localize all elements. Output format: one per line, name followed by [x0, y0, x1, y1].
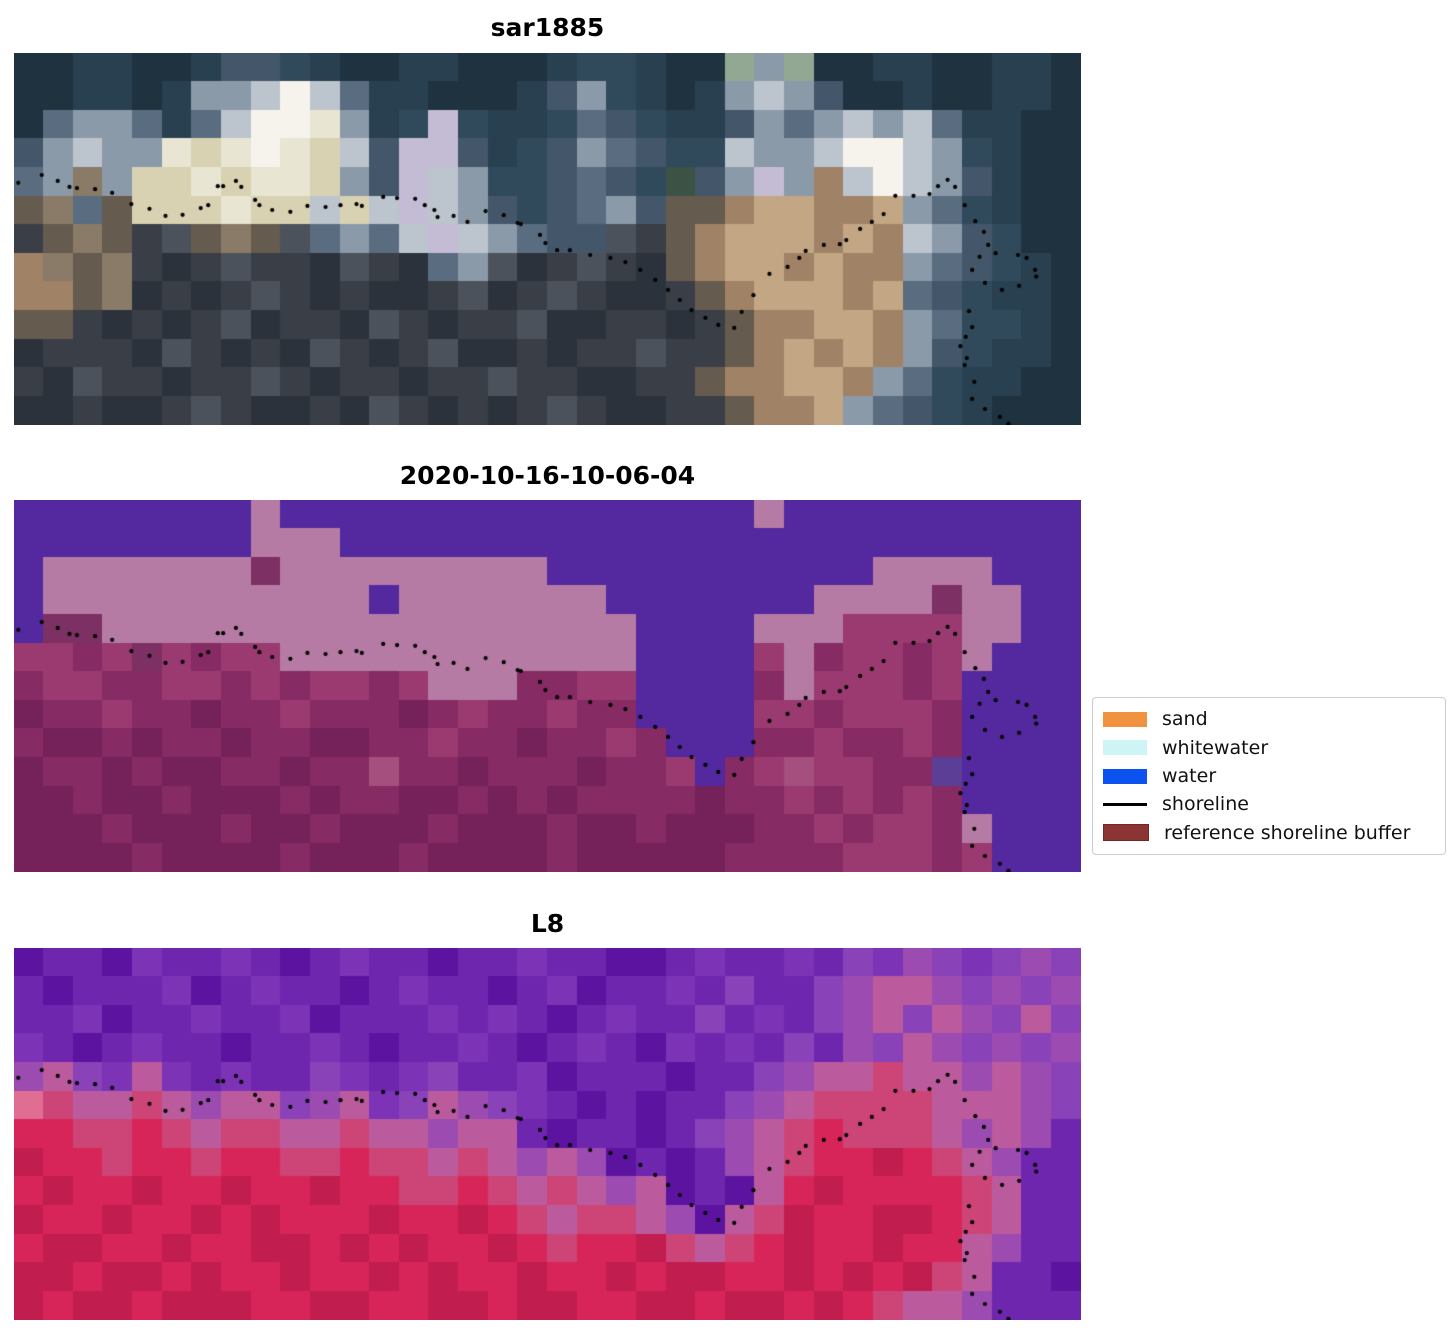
legend-item-reference-buffer: reference shoreline buffer [1103, 819, 1435, 847]
legend-item-whitewater: whitewater [1103, 733, 1435, 761]
sar1885-image-panel [14, 53, 1081, 425]
whitewater-swatch [1103, 740, 1147, 756]
legend-item-water: water [1103, 762, 1435, 790]
legend-item-shoreline: shoreline [1103, 790, 1435, 818]
reference-buffer-swatch [1103, 824, 1149, 842]
legend-label: whitewater [1162, 736, 1269, 759]
legend-label: reference shoreline buffer [1164, 821, 1411, 844]
legend-label: sand [1162, 708, 1208, 731]
legend-label: water [1162, 765, 1217, 788]
water-swatch [1103, 768, 1147, 784]
panel-title-classified-date: 2020-10-16-10-06-04 [399, 461, 696, 490]
legend-label: shoreline [1162, 793, 1249, 816]
shoreline-line-swatch [1103, 802, 1147, 806]
legend-box: sand whitewater water shoreline referenc… [1092, 697, 1446, 855]
panel-title-l8: L8 [530, 909, 565, 938]
sand-swatch [1103, 711, 1147, 727]
classification-image-panel [14, 500, 1081, 872]
panel-title-sar1885: sar1885 [490, 13, 605, 42]
legend-item-sand: sand [1103, 705, 1435, 733]
l8-image-panel [14, 948, 1081, 1320]
